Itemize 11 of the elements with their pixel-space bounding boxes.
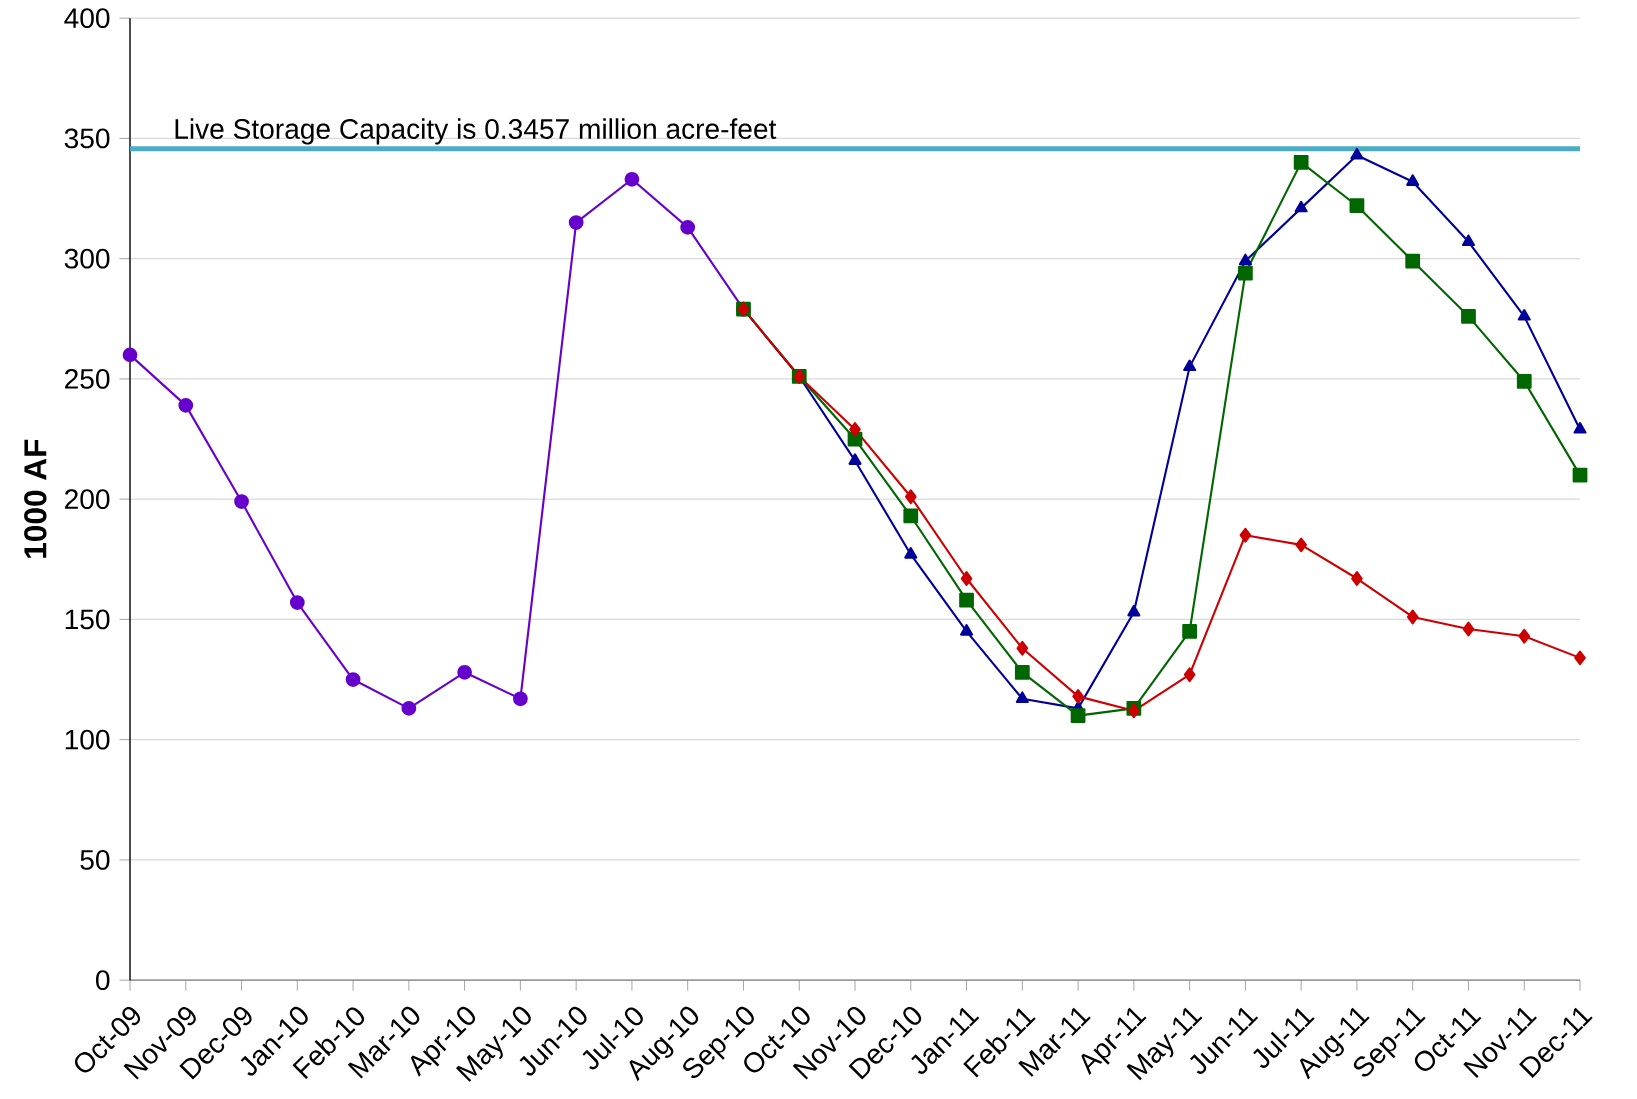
ref-line-label: Live Storage Capacity is 0.3457 million acre-feet	[175, 118, 777, 145]
y-tick-label: 300	[64, 248, 110, 269]
y-tick-label: 400	[64, 8, 110, 29]
y-tick-label: 350	[64, 128, 110, 149]
y-tick-label: 100	[65, 729, 110, 750]
y-tick-label: 200	[65, 489, 110, 510]
y-tick-label: 0	[96, 970, 110, 991]
y-axis-title: 1000 AF	[24, 439, 47, 558]
y-tick-label: 50	[80, 849, 110, 870]
y-tick-label: 250	[65, 368, 110, 389]
y-tick-label: 150	[65, 609, 110, 630]
